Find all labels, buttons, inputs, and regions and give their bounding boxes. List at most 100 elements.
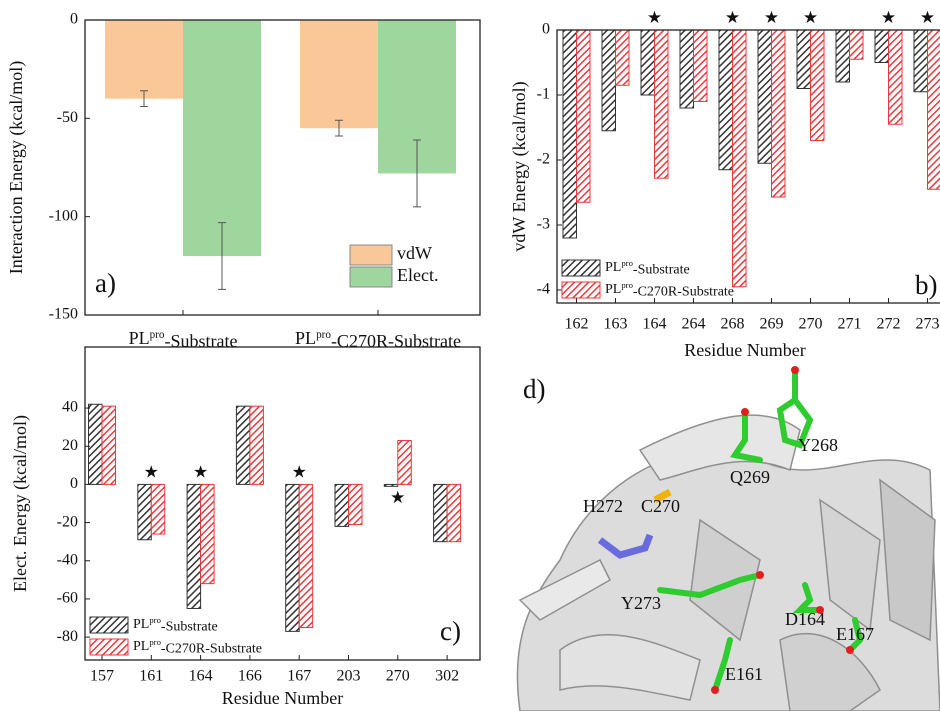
x-tick-label: 203: [337, 668, 361, 685]
bar: [694, 30, 708, 102]
bar: [236, 406, 250, 484]
x-axis-title: Residue Number: [684, 340, 805, 360]
bar: [300, 20, 378, 128]
x-tick-label: 268: [721, 316, 745, 333]
star-marker: ★: [144, 462, 159, 481]
star-marker: ★: [647, 8, 662, 27]
y-tick-label: 0: [70, 11, 78, 28]
x-tick-label: 164: [189, 668, 213, 685]
legend-label: PLpro-C270R-Substrate: [605, 280, 734, 300]
y-tick-label: 0: [542, 21, 550, 38]
x-tick-label: PLpro-Substrate: [129, 328, 238, 351]
legend-label: PLpro-C270R-Substrate: [133, 637, 262, 657]
y-tick-label: 0: [70, 475, 78, 492]
legend-swatch: [562, 282, 600, 298]
structure-image: [500, 356, 940, 711]
bar: [335, 484, 349, 526]
bar: [151, 484, 165, 534]
bar: [187, 484, 201, 608]
bar: [641, 30, 655, 95]
x-tick-label: 270: [386, 668, 410, 685]
bar: [105, 20, 183, 99]
y-tick-label: -2: [537, 151, 550, 168]
y-tick-label: -150: [49, 306, 78, 323]
x-tick-label: 167: [287, 668, 311, 685]
residue-label: D164: [785, 609, 825, 629]
x-tick-label: 302: [435, 668, 459, 685]
y-axis-title: Elect. Energy (kcal/mol): [10, 415, 31, 592]
x-tick-label: 161: [139, 668, 163, 685]
bar: [434, 484, 448, 541]
bar: [797, 30, 811, 89]
y-axis-title: Interaction Energy (kcal/mol): [6, 61, 27, 275]
bar: [201, 484, 215, 583]
bar: [286, 484, 300, 631]
x-tick-label: 270: [799, 316, 823, 333]
bar: [733, 30, 747, 287]
star-marker: ★: [292, 462, 307, 481]
bar: [772, 30, 786, 197]
bar: [447, 484, 461, 541]
y-tick-label: -40: [57, 551, 78, 568]
bar: [183, 20, 261, 256]
y-tick-label: -3: [537, 216, 550, 233]
bar: [719, 30, 733, 170]
x-tick-label: 163: [604, 316, 628, 333]
residue-label: Y273: [621, 593, 661, 613]
residue-label: E167: [836, 624, 874, 644]
y-axis-title: vdW Energy (kcal/mol): [509, 81, 530, 251]
panel-label: b): [915, 270, 938, 300]
bar: [758, 30, 772, 163]
star-marker: ★: [920, 8, 935, 27]
x-tick-label: 264: [682, 316, 706, 333]
figure: d) -150-100-500PLpro-SubstratePLpro-C270…: [0, 0, 940, 711]
x-tick-label: 272: [877, 316, 901, 333]
x-tick-label: 273: [916, 316, 940, 333]
y-tick-label: -50: [57, 109, 78, 126]
bar: [914, 30, 928, 92]
bar: [875, 30, 889, 63]
star-marker: ★: [390, 488, 405, 507]
bar: [655, 30, 669, 178]
bar: [349, 484, 363, 524]
residue-label: H272: [583, 496, 623, 516]
legend-swatch: [90, 639, 128, 655]
residue-label: Q269: [730, 467, 770, 487]
residue-label: E161: [725, 664, 763, 684]
legend-swatch: [350, 245, 392, 265]
legend-swatch: [562, 260, 600, 276]
x-tick-label: 162: [565, 316, 589, 333]
bar: [616, 30, 630, 85]
bar: [577, 30, 591, 202]
legend-label: PLpro-Substrate: [133, 615, 218, 635]
x-tick-label: 164: [643, 316, 667, 333]
panel-label: d): [523, 374, 546, 404]
bar: [836, 30, 850, 82]
legend-label: PLpro-Substrate: [605, 258, 690, 278]
legend-label: Elect.: [397, 265, 438, 285]
panel-label: a): [95, 268, 116, 298]
bar: [889, 30, 903, 124]
star-marker: ★: [803, 8, 818, 27]
panel-label: c): [440, 616, 461, 646]
legend-label: vdW: [397, 243, 432, 263]
bar: [928, 30, 940, 189]
x-axis-title: Residue Number: [222, 688, 343, 708]
star-marker: ★: [881, 8, 896, 27]
bar: [384, 484, 398, 486]
y-tick-label: -20: [57, 513, 78, 530]
x-tick-label: 157: [90, 668, 114, 685]
bar: [102, 406, 116, 484]
x-tick-label: PLpro-C270R-Substrate: [295, 328, 461, 351]
bar: [811, 30, 825, 141]
y-tick-label: -60: [57, 590, 78, 607]
bar: [89, 404, 103, 484]
bar: [250, 406, 264, 484]
y-tick-label: -4: [537, 281, 550, 298]
bar: [299, 484, 313, 627]
star-marker: ★: [725, 8, 740, 27]
residue-label: Y268: [798, 435, 838, 455]
legend-swatch: [350, 267, 392, 287]
y-tick-label: 40: [62, 399, 78, 416]
bar: [138, 484, 152, 539]
